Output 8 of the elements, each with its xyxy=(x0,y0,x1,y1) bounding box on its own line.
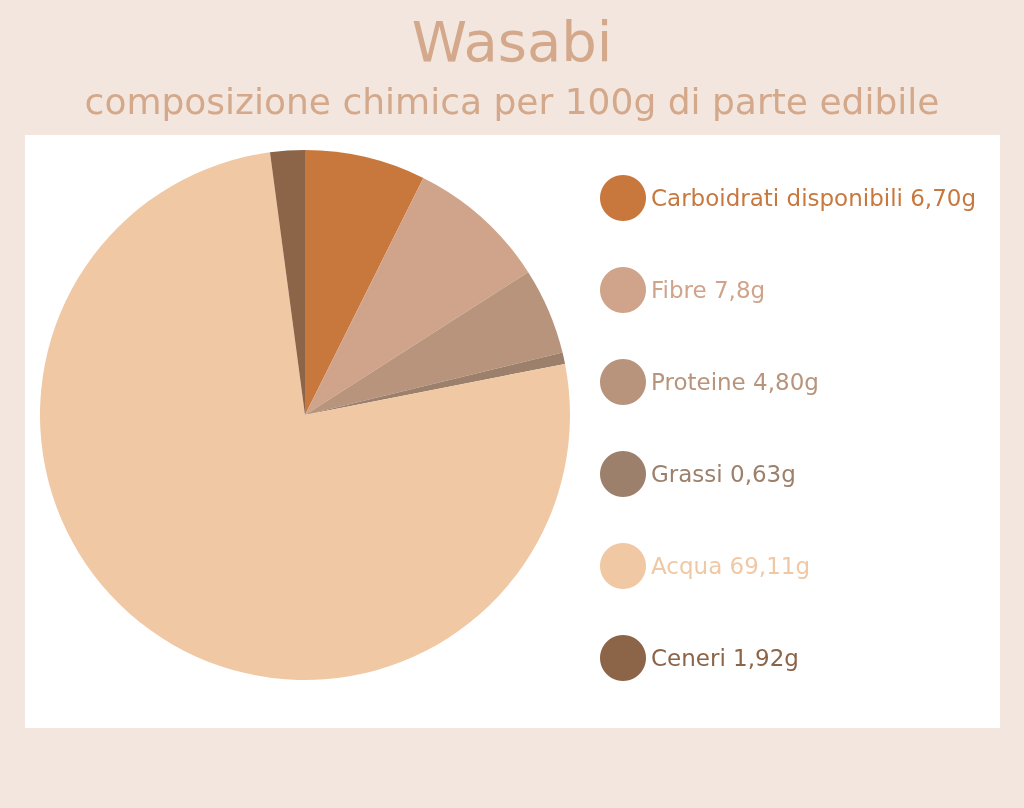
legend-label: Proteine 4,80g xyxy=(651,369,819,395)
legend-label: Fibre 7,8g xyxy=(651,277,766,303)
legend-label: Ceneri 1,92g xyxy=(651,645,799,671)
chart-subtitle: composizione chimica per 100g di parte edibile xyxy=(84,80,940,122)
chart-title: Wasabi xyxy=(411,8,613,74)
legend-label: Acqua 69,11g xyxy=(651,553,811,579)
legend-label: Grassi 0,63g xyxy=(651,461,796,487)
legend-label: Carboidrati disponibili 6,70g xyxy=(651,185,977,211)
